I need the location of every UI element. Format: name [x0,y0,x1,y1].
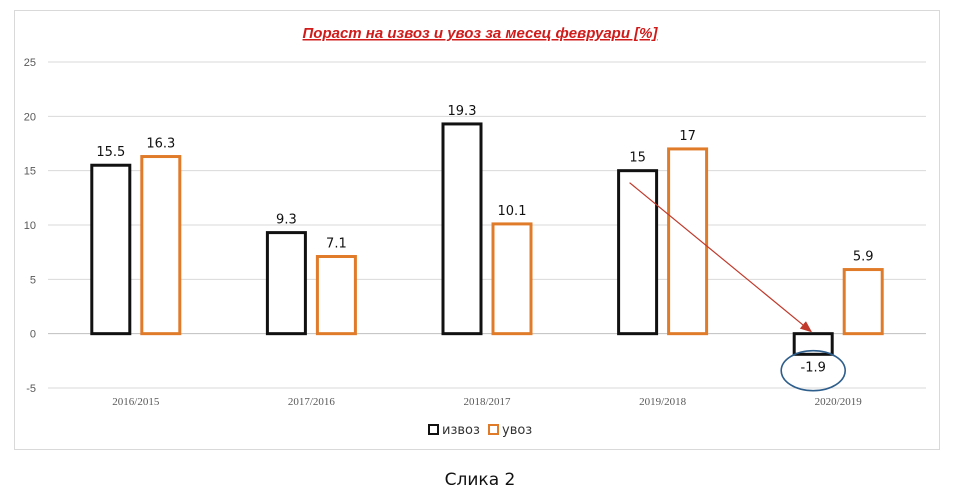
data-label: 5.9 [853,250,874,265]
bar-chart: Пораст на извоз и увоз за месец февруари… [24,25,926,438]
figure-caption: Слика 2 [444,470,516,490]
data-label: 15 [629,151,646,166]
data-label: 9.3 [276,213,297,228]
data-label: 19.3 [448,104,477,119]
y-tick-label: 25 [24,57,36,69]
legend-label: увоз [502,423,532,438]
y-tick-label: 0 [30,329,36,341]
bar-uvoz [842,268,884,336]
x-tick-label: 2020/2019 [815,396,863,408]
y-tick-label: 15 [24,166,36,178]
bar-uvoz [140,155,182,336]
x-tick-label: 2019/2018 [639,396,687,408]
y-tick-label: 5 [30,274,36,286]
legend-swatch [488,424,499,435]
data-label: -1.9 [801,361,826,376]
chart-title: Пораст на извоз и увоз за месец февруари… [303,25,659,42]
x-tick-label: 2016/2015 [112,396,160,408]
legend-swatch [428,424,439,435]
y-tick-label: -5 [26,383,36,395]
data-label: 15.5 [96,145,125,160]
bar-izvoz [90,163,132,336]
bar-uvoz [491,222,533,336]
data-label: 10.1 [498,204,527,219]
y-tick-label: 20 [24,111,36,123]
x-tick-label: 2017/2016 [288,396,336,408]
y-tick-label: 10 [24,220,36,232]
bar-izvoz [792,332,834,356]
data-label: 17 [679,129,696,144]
bar-izvoz [441,122,483,336]
legend-label: извоз [442,423,480,438]
x-tick-label: 2018/2017 [463,396,511,408]
bar-uvoz [315,255,357,336]
bar-izvoz [265,231,307,336]
bar-izvoz [617,169,659,336]
highlight-circle [780,349,847,392]
data-label: 16.3 [146,137,175,152]
trend-arrow [629,182,813,333]
data-label: 7.1 [326,237,347,252]
